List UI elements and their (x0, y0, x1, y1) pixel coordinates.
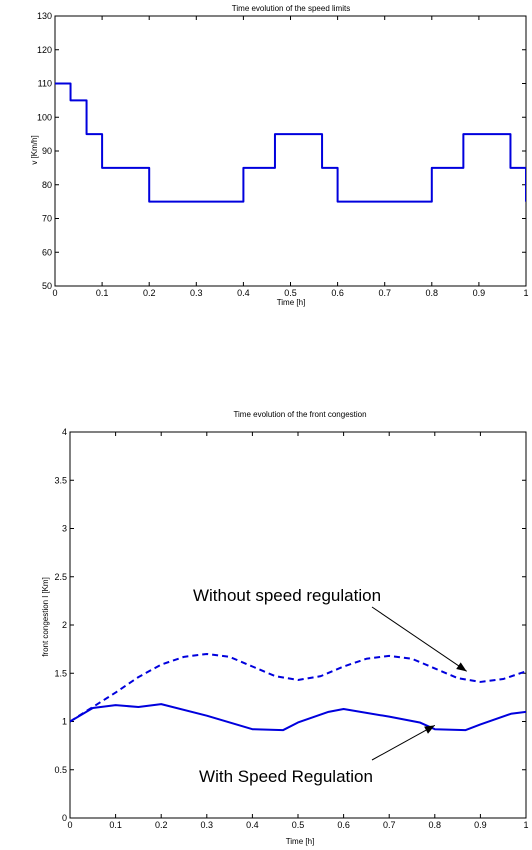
x-axis-label: Time [h] (277, 298, 306, 307)
y-tick-label: 2.5 (54, 572, 67, 582)
y-tick-label: 120 (37, 45, 52, 55)
x-tick-label: 0.1 (96, 288, 109, 298)
x-tick-label: 0 (52, 288, 57, 298)
y-axis-label: v [Km/h] (30, 135, 39, 164)
y-tick-label: 80 (42, 180, 52, 190)
series-line-dashed (70, 652, 526, 723)
x-tick-label: 0.4 (246, 820, 259, 830)
y-axis-label: front congestion l [Km] (41, 577, 50, 657)
series-line-solid (55, 82, 526, 203)
x-tick-label: 0.1 (109, 820, 122, 830)
chart-title: Time evolution of the speed limits (232, 4, 350, 13)
y-tick-label: 100 (37, 112, 52, 122)
y-tick-label: 70 (42, 214, 52, 224)
y-tick-label: 3.5 (54, 475, 67, 485)
y-tick-label: 90 (42, 146, 52, 156)
plot-frame (54, 15, 527, 287)
front-congestion-chart: Time evolution of the front congestion T… (41, 410, 529, 846)
x-tick-label: 0.5 (284, 288, 297, 298)
x-tick-label: 0.2 (155, 820, 168, 830)
x-tick-label: 0.3 (190, 288, 203, 298)
x-axis-label: Time [h] (286, 837, 315, 846)
annotation-without-regulation: Without speed regulation (193, 586, 381, 605)
annotation-arrow-line (371, 724, 436, 761)
y-tick-label: 110 (38, 79, 52, 89)
x-tick-label: 0.3 (201, 820, 214, 830)
series-line-solid (70, 703, 526, 732)
y-tick-label: 130 (37, 11, 52, 21)
x-tick-label: 0 (67, 820, 72, 830)
x-tick-label: 0.8 (426, 288, 439, 298)
x-tick-label: 0.9 (474, 820, 487, 830)
chart-title: Time evolution of the front congestion (233, 410, 366, 419)
x-tick-label: 0.9 (473, 288, 486, 298)
y-tick-label: 0.5 (54, 765, 67, 775)
x-tick-label: 1 (523, 288, 528, 298)
x-tick-label: 0.8 (429, 820, 442, 830)
annotation-with-regulation: With Speed Regulation (199, 767, 373, 786)
x-tick-label: 0.6 (337, 820, 350, 830)
x-tick-label: 0.7 (383, 820, 396, 830)
y-tick-label: 60 (42, 247, 52, 257)
y-tick-label: 1 (62, 717, 67, 727)
plot-frame (69, 431, 527, 819)
y-tick-label: 4 (62, 427, 67, 437)
annotation-arrow-line (371, 606, 468, 672)
y-tick-label: 50 (42, 281, 52, 291)
x-tick-label: 0.6 (331, 288, 344, 298)
x-tick-label: 0.2 (143, 288, 156, 298)
annotation-arrow-head (424, 725, 435, 734)
y-tick-label: 2 (62, 620, 67, 630)
y-tick-label: 3 (62, 524, 67, 534)
x-tick-label: 0.5 (292, 820, 305, 830)
x-tick-label: 1 (523, 820, 528, 830)
speed-limits-chart: Time evolution of the speed limits Time … (30, 4, 529, 307)
x-tick-label: 0.7 (378, 288, 391, 298)
x-tick-label: 0.4 (237, 288, 250, 298)
annotation-arrow-head (456, 662, 467, 672)
y-tick-label: 1.5 (54, 668, 67, 678)
y-tick-label: 0 (62, 813, 67, 823)
